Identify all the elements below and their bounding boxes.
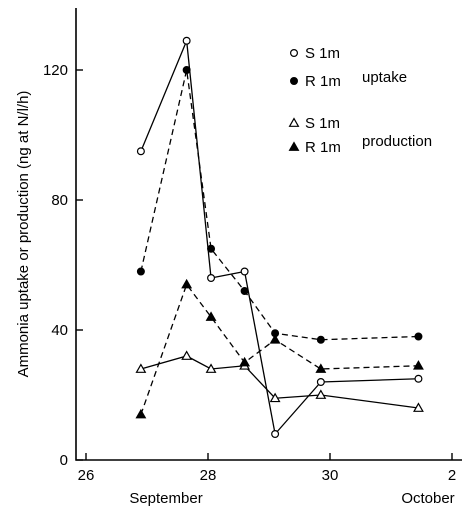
- legend-label: R 1m: [305, 73, 341, 90]
- month-label-october: October: [401, 490, 454, 507]
- y-tick-label: 40: [51, 322, 68, 339]
- series-uptake-r: [136, 65, 423, 344]
- labels: Ammonia uptake or production (ng at N/l/…: [15, 91, 455, 507]
- data-point: [413, 402, 424, 412]
- series-production-s: [135, 350, 424, 412]
- legend-label: S 1m: [305, 45, 340, 62]
- data-point: [239, 356, 251, 367]
- data-point: [205, 311, 217, 321]
- legend-label: R 1m: [305, 139, 341, 156]
- data-point: [315, 363, 327, 373]
- y-tick-label: 80: [51, 192, 68, 209]
- legend-marker: [290, 48, 299, 57]
- legend-marker: [288, 141, 300, 151]
- ticks: 26 28 30 2 0 40 80 120: [43, 62, 456, 484]
- x-tick-label: 28: [200, 467, 217, 484]
- data-point: [414, 374, 423, 383]
- data-point: [181, 350, 193, 360]
- series-line: [140, 283, 419, 415]
- y-axis-title: Ammonia uptake or production (ng at N/l/…: [15, 91, 32, 378]
- series-production-r: [135, 278, 424, 419]
- y-tick-label: 120: [43, 62, 68, 79]
- data-point: [413, 360, 424, 370]
- legend: S 1m R 1m S 1m R 1m uptake production: [288, 45, 432, 156]
- data-point: [207, 244, 216, 253]
- data-point: [181, 278, 193, 289]
- data-point: [414, 332, 423, 341]
- data-point: [136, 147, 145, 156]
- legend-marker: [290, 76, 299, 85]
- series-uptake-s: [136, 36, 423, 439]
- data-point: [315, 389, 327, 399]
- data-point: [182, 65, 191, 74]
- data-point: [240, 287, 249, 296]
- data-point: [205, 363, 217, 373]
- x-tick-label: 2: [448, 467, 456, 484]
- data-point: [271, 430, 280, 439]
- data-point: [269, 392, 281, 403]
- series-line: [140, 40, 419, 436]
- x-tick-label: 30: [322, 467, 339, 484]
- legend-group-production: production: [362, 133, 432, 150]
- legend-marker: [288, 117, 300, 127]
- series-layer: [135, 36, 424, 439]
- data-point: [269, 334, 281, 344]
- data-point: [316, 378, 325, 387]
- data-point: [207, 274, 216, 283]
- data-point: [240, 267, 249, 276]
- month-label-september: September: [129, 490, 202, 507]
- legend-label: S 1m: [305, 115, 340, 132]
- data-point: [135, 408, 147, 419]
- data-point: [136, 267, 145, 276]
- data-point: [182, 36, 191, 45]
- data-point: [316, 335, 325, 344]
- series-line: [140, 355, 419, 409]
- legend-group-uptake: uptake: [362, 69, 407, 86]
- series-line: [140, 69, 419, 341]
- y-tick-label: 0: [60, 452, 68, 469]
- data-point: [135, 363, 147, 373]
- x-tick-label: 26: [78, 467, 95, 484]
